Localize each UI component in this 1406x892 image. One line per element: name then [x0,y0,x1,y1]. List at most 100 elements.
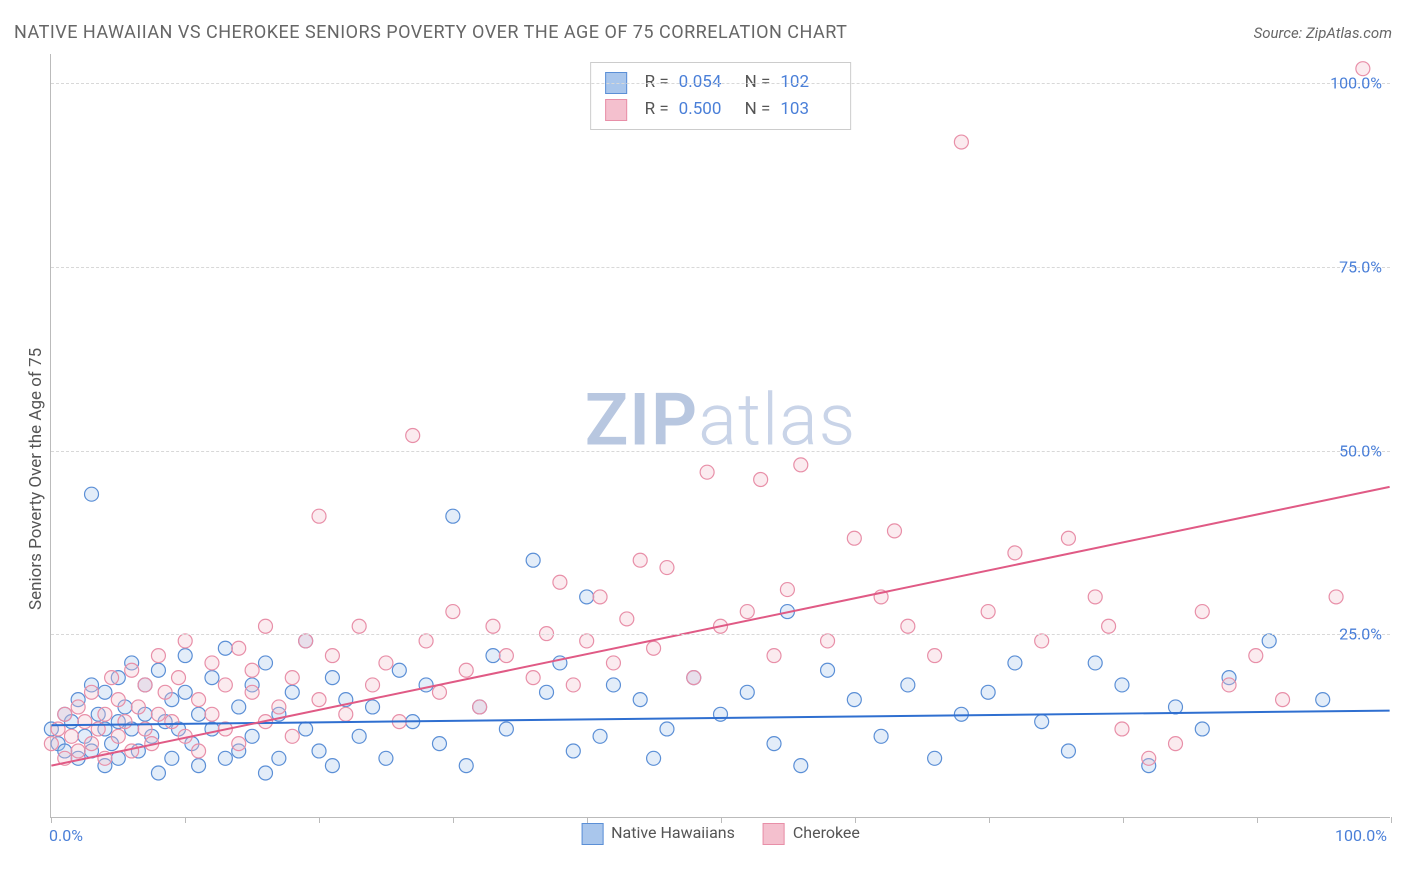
data-point [473,700,487,714]
data-point [392,663,406,677]
data-point [847,693,861,707]
data-point [205,671,219,685]
data-point [1061,744,1075,758]
data-point [633,693,647,707]
data-point [647,641,661,655]
data-point [312,693,326,707]
plot-area: ZIPatlas R = 0.054 N = 102 R = 0.500 N =… [50,54,1390,818]
x-tick-label: 100.0% [1335,826,1387,845]
data-point [192,707,206,721]
data-point [821,634,835,648]
data-point [325,649,339,663]
data-point [352,729,366,743]
data-point [299,634,313,648]
data-point [660,722,674,736]
y-tick-label: 100.0% [1330,74,1382,93]
data-point [71,700,85,714]
data-point [131,700,145,714]
data-point [218,641,232,655]
data-point [78,715,92,729]
x-tick [855,817,856,823]
data-point [459,663,473,677]
grid-line [51,634,1390,635]
data-point [58,707,72,721]
x-tick [319,817,320,823]
data-point [714,707,728,721]
data-point [767,737,781,751]
x-tick [185,817,186,823]
data-point [71,744,85,758]
data-point [446,605,460,619]
data-point [700,465,714,479]
r-value-cherokee: 0.500 [679,96,735,123]
data-point [1035,715,1049,729]
y-tick-label: 50.0% [1339,441,1382,460]
data-point [178,649,192,663]
grid-line [51,451,1390,452]
legend-swatch-cherokee [763,823,785,845]
data-point [1249,649,1263,663]
x-tick [51,817,52,823]
legend-row-cherokee: R = 0.500 N = 103 [605,96,837,123]
data-point [366,678,380,692]
data-point [272,751,286,765]
x-tick [453,817,454,823]
data-point [780,583,794,597]
data-point [432,737,446,751]
data-point [205,707,219,721]
data-point [1088,590,1102,604]
n-value-cherokee: 103 [780,96,836,123]
data-point [660,561,674,575]
y-tick-label: 25.0% [1339,625,1382,644]
data-point [85,487,99,501]
x-tick [587,817,588,823]
data-point [111,729,125,743]
scatter-chart [51,54,1390,817]
y-tick-label: 75.0% [1339,258,1382,277]
chart-title: NATIVE HAWAIIAN VS CHEROKEE SENIORS POVE… [14,22,847,43]
x-tick [1123,817,1124,823]
data-point [419,678,433,692]
data-point [459,759,473,773]
data-point [1195,722,1209,736]
data-point [105,671,119,685]
data-point [352,619,366,633]
data-point [285,671,299,685]
data-point [232,700,246,714]
data-point [339,707,353,721]
data-point [1115,678,1129,692]
data-point [901,678,915,692]
data-point [406,429,420,443]
data-point [125,663,139,677]
data-point [285,685,299,699]
data-point [165,715,179,729]
correlation-legend: R = 0.054 N = 102 R = 0.500 N = 103 [590,62,852,130]
data-point [1088,656,1102,670]
data-point [1008,656,1022,670]
data-point [205,656,219,670]
data-point [192,693,206,707]
data-point [526,671,540,685]
data-point [232,737,246,751]
series-legend: Native Hawaiians Cherokee [581,823,860,845]
data-point [593,729,607,743]
data-point [847,531,861,545]
data-point [245,663,259,677]
data-point [1276,693,1290,707]
data-point [419,634,433,648]
data-point [1102,619,1116,633]
data-point [486,649,500,663]
data-point [566,678,580,692]
data-point [312,744,326,758]
data-point [593,590,607,604]
data-point [172,671,186,685]
data-point [299,722,313,736]
data-point [580,634,594,648]
data-point [379,656,393,670]
grid-line [51,267,1390,268]
data-point [1195,605,1209,619]
data-point [98,685,112,699]
data-point [874,729,888,743]
legend-swatch-cherokee [605,99,627,121]
y-axis-label: Seniors Poverty Over the Age of 75 [26,348,46,610]
